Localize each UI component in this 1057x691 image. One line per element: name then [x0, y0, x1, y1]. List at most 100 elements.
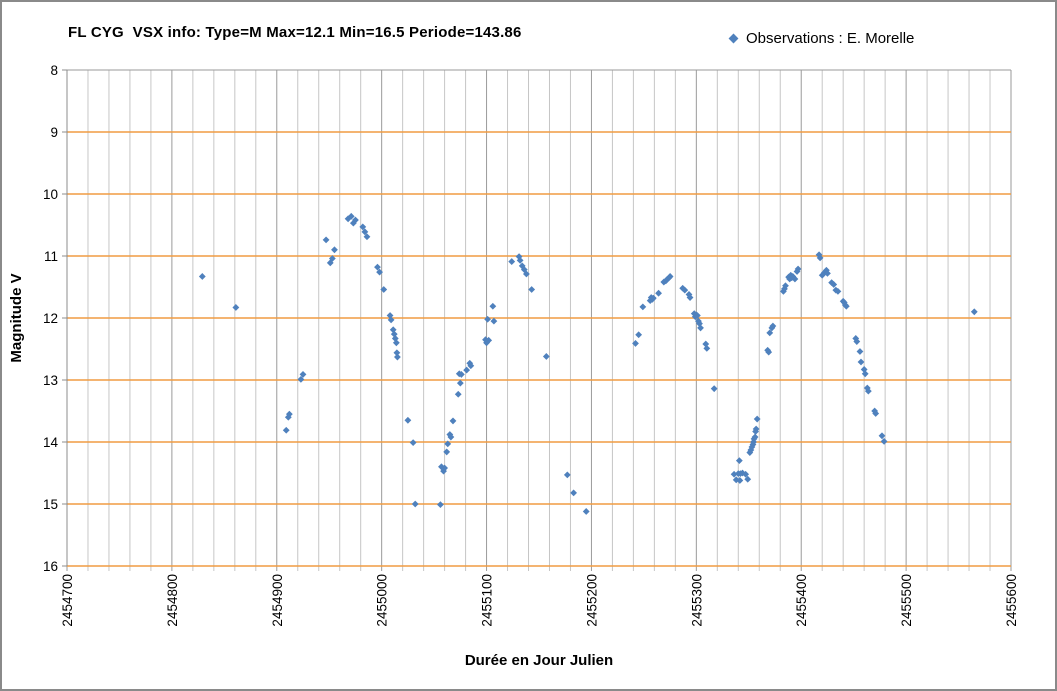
- data-point: [485, 336, 493, 344]
- data-point: [834, 287, 842, 295]
- y-tick-label: 14: [43, 435, 59, 450]
- data-point: [861, 370, 869, 378]
- y-tick-label: 9: [50, 125, 58, 140]
- data-point: [736, 477, 744, 484]
- data-point: [198, 273, 206, 280]
- data-point: [663, 276, 671, 283]
- data-point: [830, 281, 838, 288]
- data-point: [443, 448, 451, 456]
- legend: Observations : E. Morelle: [728, 30, 915, 47]
- data-point: [635, 331, 643, 339]
- x-tick-label: 2455000: [375, 574, 390, 627]
- data-point: [742, 470, 750, 478]
- x-tick-label: 2454700: [60, 574, 75, 627]
- data-point: [297, 375, 305, 383]
- data-point: [449, 417, 457, 425]
- data-point: [765, 348, 773, 356]
- data-point: [685, 291, 693, 298]
- data-point: [352, 216, 359, 224]
- data-point: [970, 308, 978, 316]
- data-point: [563, 471, 571, 479]
- data-point: [794, 265, 802, 273]
- x-tick-label: 2454900: [270, 574, 285, 627]
- data-point: [842, 302, 850, 310]
- data-point: [516, 256, 524, 264]
- data-point: [732, 476, 740, 484]
- data-point: [232, 304, 240, 311]
- data-point: [856, 348, 864, 355]
- data-point: [697, 324, 704, 332]
- data-point: [331, 246, 338, 254]
- y-tick-label: 13: [43, 373, 58, 388]
- data-point: [457, 371, 465, 378]
- data-point: [824, 269, 831, 277]
- data-point: [703, 344, 711, 352]
- data-point: [328, 255, 336, 262]
- data-point: [508, 258, 516, 265]
- data-point: [387, 316, 395, 324]
- x-tick-label: 2454800: [165, 574, 180, 627]
- data-point: [463, 366, 471, 374]
- data-point: [693, 312, 701, 319]
- data-point: [666, 273, 674, 280]
- data-point: [816, 254, 824, 262]
- x-tick-label: 2455600: [1004, 574, 1019, 627]
- y-axis-title: Magnitude V: [8, 273, 25, 363]
- data-point: [409, 439, 417, 447]
- data-point: [454, 390, 462, 398]
- data-point: [347, 212, 355, 220]
- data-point: [284, 413, 292, 421]
- y-tick-label: 16: [43, 559, 58, 574]
- data-point: [411, 500, 419, 508]
- data-point: [857, 358, 865, 366]
- x-tick-label: 2455300: [689, 574, 704, 627]
- data-point: [769, 322, 777, 330]
- data-point: [744, 475, 752, 483]
- data-point: [864, 387, 872, 395]
- data-point: [444, 440, 452, 448]
- data-point: [374, 263, 381, 271]
- data-point: [752, 425, 760, 433]
- data-point: [730, 470, 738, 478]
- data-point: [484, 315, 492, 323]
- data-point: [739, 469, 746, 477]
- data-point: [649, 294, 657, 302]
- data-point: [528, 286, 536, 293]
- data-point: [793, 268, 801, 275]
- data-point: [380, 286, 388, 293]
- data-point: [853, 338, 861, 345]
- data-point: [394, 353, 401, 361]
- x-tick-label: 2455500: [899, 574, 914, 627]
- y-tick-label: 10: [43, 187, 58, 202]
- data-point: [285, 410, 293, 418]
- y-tick-label: 12: [43, 311, 58, 326]
- x-tick-label: 2455100: [480, 574, 495, 627]
- x-tick-label: 2455400: [794, 574, 809, 627]
- data-point: [299, 371, 307, 378]
- data-point: [359, 223, 367, 231]
- data-point: [282, 426, 290, 434]
- data-point: [686, 294, 694, 301]
- data-point: [710, 385, 718, 393]
- x-tick-label: 2455200: [584, 574, 599, 627]
- data-point: [582, 508, 590, 515]
- data-point: [766, 329, 774, 337]
- data-point: [467, 362, 475, 370]
- data-point: [880, 437, 888, 445]
- data-point: [363, 233, 371, 241]
- x-axis-title: Durée en Jour Julien: [464, 652, 614, 669]
- data-point: [515, 253, 523, 261]
- data-point: [735, 457, 743, 464]
- chart-title: FL CYG VSX info: Type=M Max=12.1 Min=16.…: [68, 24, 522, 41]
- data-point: [441, 464, 448, 472]
- data-point: [456, 379, 464, 387]
- data-point: [392, 339, 400, 347]
- data-point: [655, 289, 662, 297]
- legend-label: Observations : E. Morelle: [746, 30, 915, 47]
- data-point: [782, 282, 789, 290]
- data-point: [322, 236, 330, 244]
- data-point: [751, 433, 759, 441]
- data-point: [404, 416, 412, 424]
